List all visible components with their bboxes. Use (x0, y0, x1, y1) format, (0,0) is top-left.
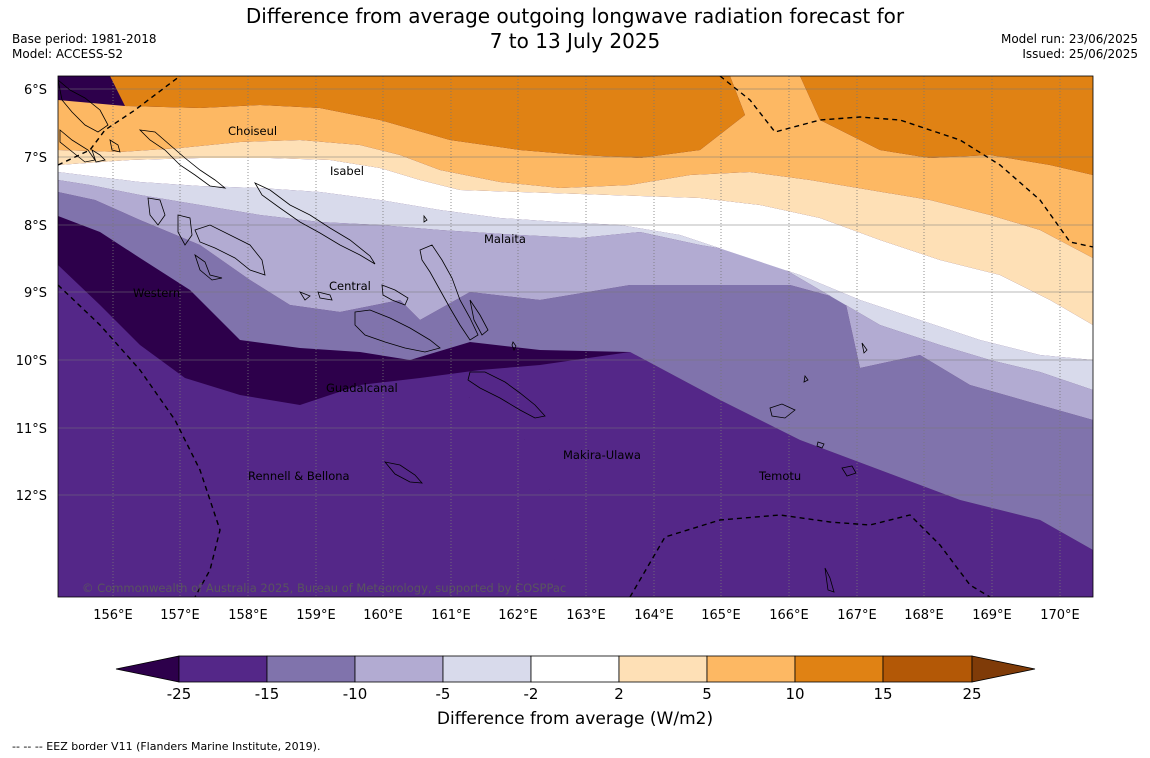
colorbar-tick: 25 (962, 685, 981, 703)
lon-label: 157°E (160, 608, 200, 623)
colorbar (115, 655, 1036, 683)
band-plus5-plus10 (58, 76, 1093, 258)
lon-label: 159°E (296, 608, 336, 623)
eez-legend-note: -- -- -- EEZ border V11 (Flanders Marine… (12, 740, 321, 753)
colorbar-swatch (618, 655, 708, 683)
copyright-notice: © Commonwealth of Australia 2025, Bureau… (82, 581, 566, 595)
region-label-malaita: Malaita (484, 232, 526, 246)
issued-date: Issued: 25/06/2025 (1022, 47, 1138, 61)
lon-label: 158°E (228, 608, 268, 623)
lon-label: 163°E (566, 608, 606, 623)
lat-label: 10°S (16, 354, 47, 369)
lon-label: 162°E (498, 608, 538, 623)
model-run: Model run: 23/06/2025 (1000, 32, 1138, 46)
region-label-temotu: Temotu (758, 469, 801, 483)
colorbar-swatch (266, 655, 356, 683)
region-label-western: Western (133, 286, 180, 300)
lat-label: 7°S (24, 151, 47, 166)
map-frame (57, 75, 1094, 598)
lon-label: 168°E (904, 608, 944, 623)
region-label-rennell-bellona: Rennell & Bellona (248, 469, 350, 483)
colorbar-tick: -2 (524, 685, 539, 703)
band-minus5-minus2 (58, 172, 1093, 390)
colorbar-swatch (971, 655, 1036, 683)
colorbar-tick: 2 (614, 685, 624, 703)
band-minus10-minus5 (58, 180, 1093, 420)
colorbar-tick: -10 (343, 685, 368, 703)
meta-right: Model run: 23/06/2025 Issued: 25/06/2025 (1001, 32, 1138, 62)
colorbar-tick: -15 (255, 685, 280, 703)
band-minus25-minus15 (58, 265, 1093, 597)
lat-lines (58, 88, 1093, 496)
lat-label: 11°S (16, 422, 47, 437)
lat-label: 6°S (24, 83, 47, 98)
region-label-makira-ulawa: Makira-Ulawa (563, 448, 641, 462)
band-plus2-plus5 (58, 140, 1093, 325)
lat-label: 9°S (24, 286, 47, 301)
region-label-isabel: Isabel (330, 164, 364, 178)
colorbar-swatch (882, 655, 973, 683)
lon-label: 166°E (769, 608, 809, 623)
colorbar-tick: 5 (702, 685, 712, 703)
colorbar-swatch (442, 655, 532, 683)
colorbar-swatch (794, 655, 884, 683)
colorbar-swatch (115, 655, 180, 683)
region-labels: Choiseul Isabel Malaita Western Central … (133, 124, 801, 483)
region-label-guadalcanal: Guadalcanal (326, 381, 398, 395)
lon-label: 165°E (701, 608, 741, 623)
map-title: Difference from average outgoing longwav… (0, 4, 1150, 54)
band-minus2-plus2 (58, 158, 1093, 360)
colorbar-swatch (178, 655, 268, 683)
lon-labels: 156°E 157°E 158°E 159°E 160°E 161°E 162°… (93, 608, 1080, 623)
islands (58, 79, 868, 593)
lon-label: 156°E (93, 608, 133, 623)
colorbar-ticks: -25 -15 -10 -5 -2 2 5 10 15 25 (167, 685, 982, 703)
model-name: Model: ACCESS-S2 (12, 47, 124, 61)
colorbar-tick: 15 (873, 685, 892, 703)
lon-label: 161°E (431, 608, 471, 623)
band-minus15-minus10 (58, 192, 1093, 550)
eez-borders (58, 76, 1093, 597)
title-line-2: 7 to 13 July 2025 (489, 29, 661, 53)
lon-label: 160°E (363, 608, 403, 623)
region-label-choiseul: Choiseul (228, 124, 277, 138)
title-line-1: Difference from average outgoing longwav… (245, 4, 905, 28)
colorbar-swatch (706, 655, 796, 683)
lon-label: 170°E (1040, 608, 1080, 623)
lon-label: 164°E (634, 608, 674, 623)
lon-label: 169°E (972, 608, 1012, 623)
colorbar-title: Difference from average (W/m2) (436, 709, 714, 729)
band-plus10-plus15 (58, 76, 1093, 175)
lat-labels: 6°S 7°S 8°S 9°S 10°S 11°S 12°S (16, 83, 47, 504)
meta-left: Base period: 1981-2018 Model: ACCESS-S2 (12, 32, 157, 62)
base-period: Base period: 1981-2018 (12, 32, 157, 46)
colorbar-tick: -25 (167, 685, 192, 703)
region-label-central: Central (329, 279, 371, 293)
lat-label: 12°S (16, 489, 47, 504)
anomaly-field (58, 76, 1093, 597)
colorbar-tick: 10 (785, 685, 804, 703)
colorbar-swatch (530, 655, 620, 683)
colorbar-swatch (354, 655, 444, 683)
lat-label: 8°S (24, 219, 47, 234)
lon-label: 167°E (837, 608, 877, 623)
colorbar-tick: -5 (436, 685, 451, 703)
